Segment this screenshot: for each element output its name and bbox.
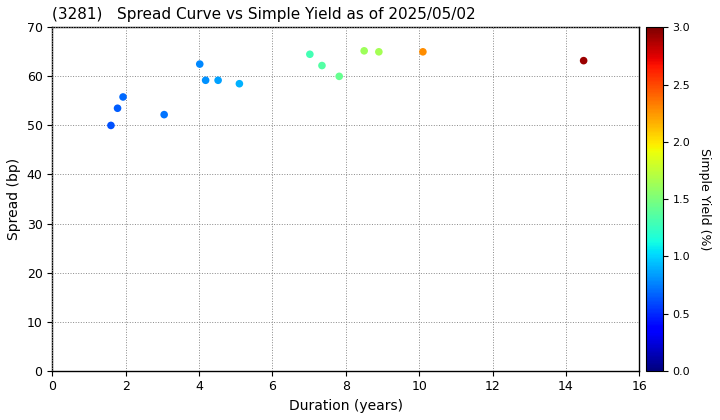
Y-axis label: Spread (bp): Spread (bp) bbox=[7, 158, 21, 240]
Point bbox=[373, 48, 384, 55]
Point bbox=[304, 51, 315, 58]
Point bbox=[333, 73, 345, 80]
Point bbox=[194, 61, 205, 68]
Point bbox=[417, 48, 428, 55]
Point bbox=[158, 111, 170, 118]
Y-axis label: Simple Yield (%): Simple Yield (%) bbox=[698, 148, 711, 250]
Point bbox=[112, 105, 123, 112]
Point bbox=[359, 47, 370, 54]
Point bbox=[117, 94, 129, 100]
Point bbox=[105, 122, 117, 129]
X-axis label: Duration (years): Duration (years) bbox=[289, 399, 402, 413]
Point bbox=[578, 57, 590, 64]
Point bbox=[200, 77, 212, 84]
Point bbox=[316, 62, 328, 69]
Point bbox=[212, 77, 224, 84]
Text: (3281)   Spread Curve vs Simple Yield as of 2025/05/02: (3281) Spread Curve vs Simple Yield as o… bbox=[53, 7, 476, 22]
Point bbox=[233, 80, 245, 87]
